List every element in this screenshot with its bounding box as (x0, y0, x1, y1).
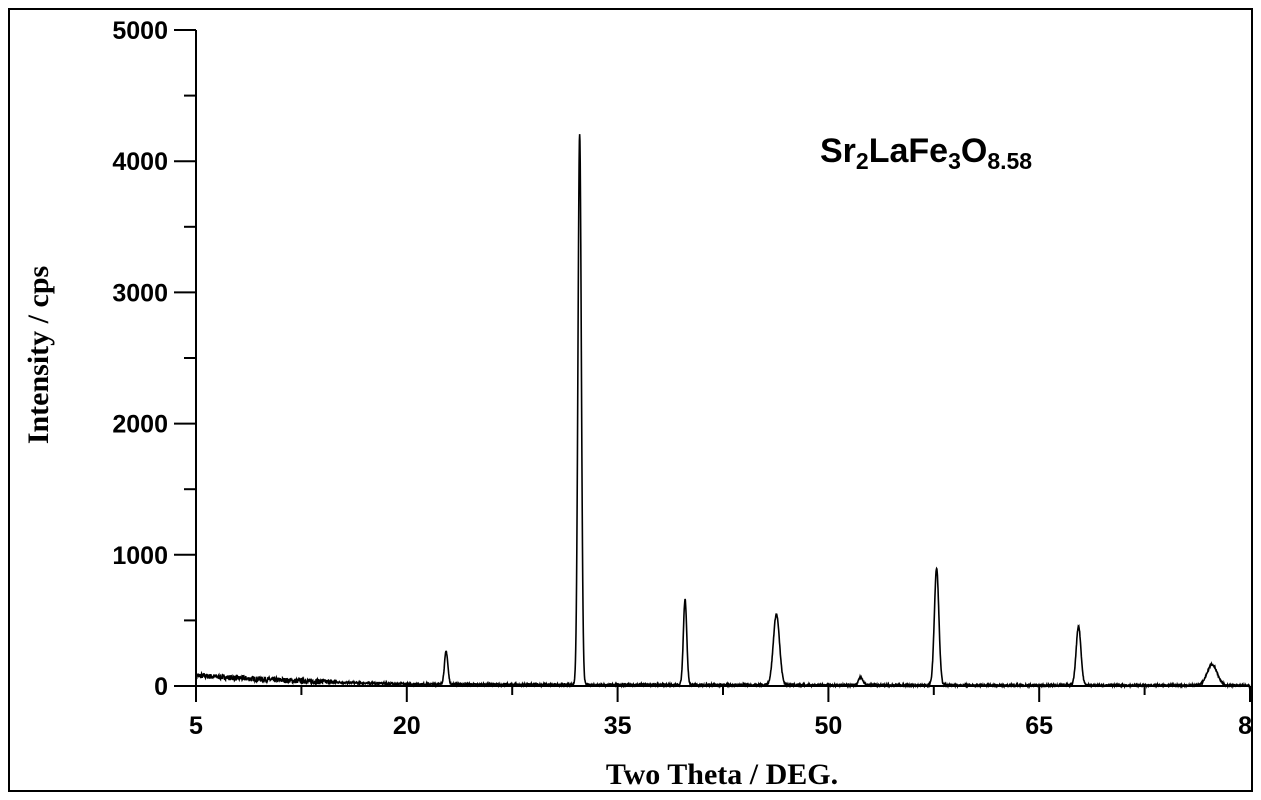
x-tick-label: 65 (1025, 712, 1053, 740)
compound-formula-annotation: Sr2LaFe3O8.58 (820, 132, 1032, 174)
x-axis-label: Two Theta / DEG. (606, 758, 838, 791)
y-axis-ticks: 0 1000 2000 3000 4000 5000 (112, 17, 196, 701)
y-tick-label: 5000 (112, 17, 168, 45)
x-tick-label: 35 (604, 712, 632, 740)
y-tick-label: 4000 (112, 148, 168, 176)
y-axis-label: Intensity / cps (22, 266, 55, 444)
x-axis-ticks: 5 20 35 50 65 8 (189, 686, 1252, 740)
formula-subscript: 2 (856, 148, 869, 174)
x-tick-label: 8 (1238, 712, 1252, 740)
x-tick-label: 20 (393, 712, 421, 740)
formula-text: O (961, 132, 987, 170)
formula-text: LaFe (869, 132, 948, 170)
y-tick-label: 3000 (112, 279, 168, 307)
x-tick-label: 5 (189, 712, 203, 740)
y-tick-label: 2000 (112, 411, 168, 439)
axes (195, 30, 1250, 687)
formula-subscript: 3 (948, 148, 961, 174)
y-tick-label: 0 (154, 673, 168, 701)
formula-text: Sr (820, 132, 856, 170)
formula-subscript: 8.58 (987, 148, 1032, 174)
x-tick-label: 50 (814, 712, 842, 740)
diffraction-pattern-line (195, 134, 1251, 690)
y-tick-label: 1000 (112, 542, 168, 570)
chart-frame (8, 8, 1253, 792)
